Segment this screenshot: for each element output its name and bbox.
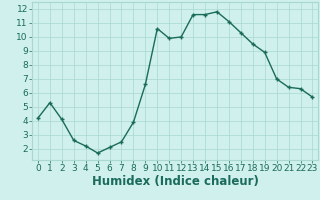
- X-axis label: Humidex (Indice chaleur): Humidex (Indice chaleur): [92, 175, 259, 188]
